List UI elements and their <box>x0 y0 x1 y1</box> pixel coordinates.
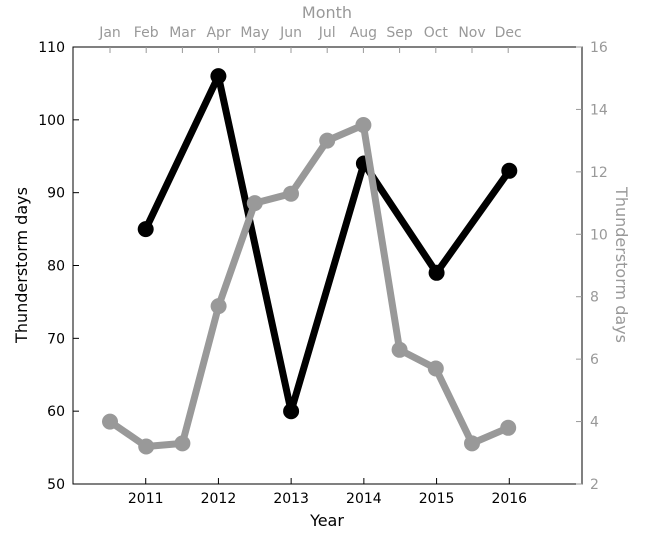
y-left-tick-label: 70 <box>47 331 65 347</box>
y-axis-label-right: Thunderstorm days <box>612 186 631 343</box>
y-left-tick-label: 80 <box>47 259 65 275</box>
x-tick-label: 2011 <box>128 491 164 507</box>
y-right-tick-label: 8 <box>590 290 599 306</box>
series-2-point <box>174 435 191 452</box>
series-2-point <box>391 341 408 358</box>
y-left-tick-label: 110 <box>38 40 65 56</box>
top-tick-label: Aug <box>350 25 377 41</box>
y-right-tick-label: 16 <box>590 40 608 56</box>
plot-frame-layer <box>72 46 583 485</box>
x-tick-label: 2013 <box>273 491 309 507</box>
series-2-point <box>464 435 480 452</box>
series-1-point <box>210 68 227 85</box>
y-right-tick-label: 14 <box>590 102 608 118</box>
top-tick-label: Mar <box>169 25 196 41</box>
y-axis-label-left: Thunderstorm days <box>12 187 31 344</box>
top-tick-label: Jan <box>98 25 121 41</box>
series-1-point <box>137 221 154 238</box>
series-2-point <box>246 195 263 212</box>
y-right-tick-label: 4 <box>590 415 599 431</box>
top-tick-label: Apr <box>206 25 230 41</box>
top-tick-label: Feb <box>134 25 159 41</box>
x-tick-label: 2016 <box>491 491 527 507</box>
series-2-point <box>355 117 372 133</box>
series-line-1 <box>142 72 513 415</box>
x-tick-label: 2012 <box>201 491 237 507</box>
series-2-point <box>427 360 444 377</box>
top-tick-label: Sep <box>386 25 413 41</box>
x-tick-label: 2014 <box>346 491 382 507</box>
y-right-tick-label: 10 <box>590 227 608 243</box>
y-left-tick-label: 90 <box>47 186 65 202</box>
series-2-point <box>102 413 118 430</box>
y-left-tick-label: 50 <box>47 477 65 493</box>
series-1-point <box>283 403 300 420</box>
top-tick-label: Jul <box>318 25 336 41</box>
y-left-tick-label: 100 <box>38 113 65 129</box>
top-tick-label: Jun <box>279 25 302 41</box>
x-axis-label: Year <box>309 511 344 530</box>
top-tick-label: Dec <box>495 25 522 41</box>
top-axis-label: Month <box>302 3 352 22</box>
top-tick-label: May <box>240 25 269 41</box>
y-right-tick-label: 12 <box>590 165 608 181</box>
plot-frame <box>72 46 583 485</box>
tick-layer: 2011 2012 2013 2014 2015 2016 50 60 70 80 90 100 110… <box>38 25 608 507</box>
series-2-point <box>138 438 155 455</box>
series-1-point <box>428 264 445 281</box>
series-2-point <box>500 419 517 436</box>
y-right-tick-label: 2 <box>590 477 599 493</box>
series-2-point <box>283 185 299 202</box>
series-1-point <box>501 162 518 179</box>
top-tick-label: Oct <box>424 25 449 41</box>
series-2-point <box>210 298 227 315</box>
y-left-tick-label: 60 <box>47 404 65 420</box>
series-2-point <box>319 132 336 149</box>
y-right-tick-label: 6 <box>590 352 599 368</box>
x-tick-label: 2015 <box>419 491 455 507</box>
top-tick-label: Nov <box>458 25 485 41</box>
series-layer <box>102 68 518 455</box>
